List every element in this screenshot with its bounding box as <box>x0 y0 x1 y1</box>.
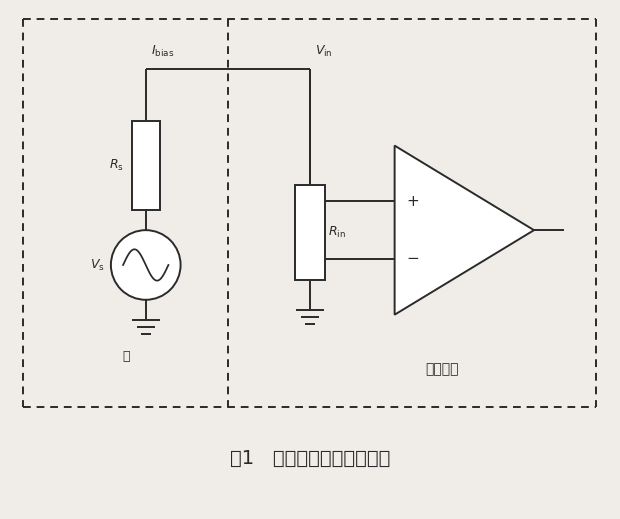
Text: 图1   高阻抗信号测量原理图: 图1 高阻抗信号测量原理图 <box>230 449 390 469</box>
Bar <box>295 185 325 280</box>
Text: 测量系统: 测量系统 <box>425 362 459 376</box>
Text: $R_{\mathrm{s}}$: $R_{\mathrm{s}}$ <box>109 158 124 173</box>
Text: $V_{\mathrm{s}}$: $V_{\mathrm{s}}$ <box>90 257 105 272</box>
Text: +: + <box>406 194 419 209</box>
Text: $V_{\mathrm{in}}$: $V_{\mathrm{in}}$ <box>315 44 333 59</box>
Text: 源: 源 <box>122 349 130 362</box>
Text: $R_{\mathrm{in}}$: $R_{\mathrm{in}}$ <box>328 225 346 240</box>
Text: $I_{\mathrm{bias}}$: $I_{\mathrm{bias}}$ <box>151 44 174 59</box>
Bar <box>132 121 160 210</box>
Text: −: − <box>406 251 419 266</box>
Circle shape <box>111 230 180 300</box>
Polygon shape <box>394 146 534 315</box>
